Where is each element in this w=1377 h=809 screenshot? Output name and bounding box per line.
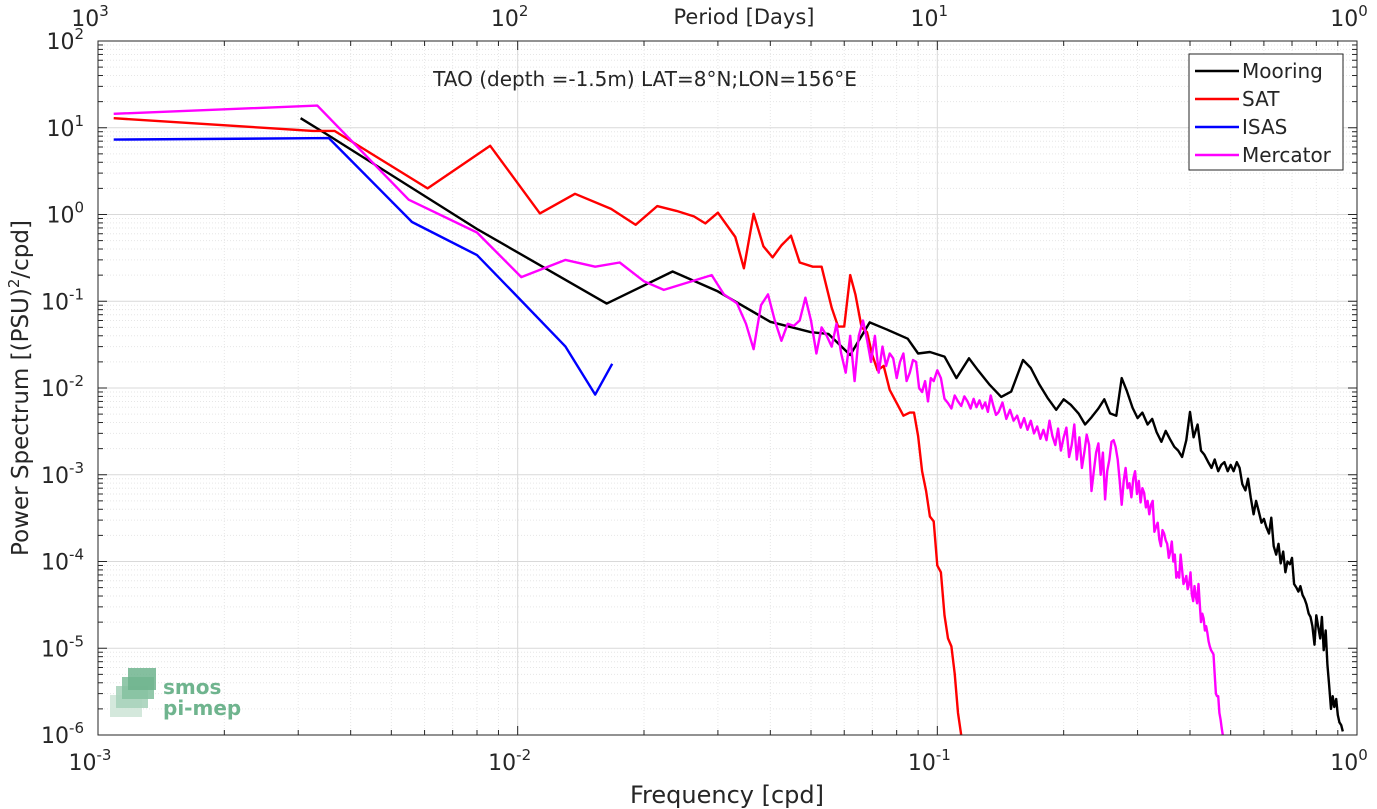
y-tick-label-exponent: 0 [74, 199, 84, 217]
y-tick-label: 102 [46, 25, 84, 55]
y-tick-label-base: 10 [41, 290, 69, 315]
y-tick-label: 10-3 [41, 459, 84, 489]
x-tick-label: 10-3 [69, 746, 112, 776]
top-tick-label: 100 [1330, 2, 1368, 32]
y-tick-label-exponent: -5 [69, 632, 84, 650]
major-grid [97, 40, 1358, 736]
top-tick-label: 101 [911, 2, 949, 32]
y-tick-label-exponent: -2 [69, 372, 84, 390]
legend-items: Mooring SAT ISAS Mercator [1195, 59, 1332, 167]
y-tick-label: 100 [46, 199, 84, 229]
top-tick-label-base: 10 [911, 7, 939, 32]
y-tick-label-exponent: 1 [74, 112, 84, 130]
chart-title: TAO (depth =-1.5m) LAT=8°N;LON=156°E [432, 67, 857, 91]
y-tick-label-base: 10 [46, 117, 74, 142]
legend-label-sat: SAT [1242, 87, 1280, 111]
series-line-isas [113, 136, 614, 396]
y-axis-label: Power Spectrum [(PSU)2/cpd] [5, 220, 34, 556]
top-tick-label-exponent: 3 [99, 2, 109, 20]
x-tick-label-exponent: 0 [1358, 746, 1368, 764]
y-tick-label: 10-1 [41, 285, 84, 315]
y-tick-label-base: 10 [41, 724, 69, 749]
y-tick-label-exponent: -3 [69, 459, 84, 477]
y-axis-label-main: Power Spectrum [(PSU) [8, 288, 34, 556]
legend-box [1188, 53, 1344, 171]
y-tick-label-exponent: -1 [69, 285, 84, 303]
top-axis-label: Period [Days] [674, 5, 815, 29]
y-tick-label-base: 10 [41, 464, 69, 489]
x-tick-label: 10-1 [908, 746, 951, 776]
top-tick-label-exponent: 1 [939, 2, 949, 20]
y-tick-label-base: 10 [41, 637, 69, 662]
x-tick-label-base: 10 [908, 751, 936, 776]
x-tick-label-exponent: -3 [97, 746, 112, 764]
legend-label-mercator: Mercator [1242, 143, 1332, 167]
series-lines [113, 104, 1344, 736]
top-tick-label-exponent: 0 [1358, 2, 1368, 20]
legend-label-mooring: Mooring [1242, 59, 1323, 83]
series-line-mercator [113, 104, 1224, 736]
y-tick-label-exponent: -6 [69, 719, 84, 737]
x-tick-label: 100 [1330, 746, 1368, 776]
y-tick-label-base: 10 [41, 551, 69, 576]
top-tick-label-base: 10 [1330, 7, 1358, 32]
y-axis-label-tail: /cpd] [8, 220, 34, 279]
top-tick-label-base: 10 [71, 7, 99, 32]
x-tick-label-base: 10 [69, 751, 97, 776]
legend-label-isas: ISAS [1242, 115, 1287, 139]
legend: Mooring SAT ISAS Mercator [1188, 53, 1344, 171]
y-tick-label-exponent: -4 [69, 546, 84, 564]
y-tick-label-base: 10 [41, 377, 69, 402]
y-tick-label-exponent: 2 [74, 25, 84, 43]
y-tick-label: 10-5 [41, 632, 84, 662]
y-tick-label: 10-6 [41, 719, 84, 749]
x-tick-label-base: 10 [488, 751, 516, 776]
x-tick-label-base: 10 [1330, 751, 1358, 776]
y-tick-label-base: 10 [46, 30, 74, 55]
tick-marks [97, 41, 1357, 736]
series-line-sat [113, 117, 963, 736]
x-tick-label-exponent: -1 [936, 746, 951, 764]
top-tick-label: 102 [491, 2, 529, 32]
top-tick-label-base: 10 [491, 7, 519, 32]
y-tick-label-base: 10 [46, 204, 74, 229]
x-axis-label: Frequency [cpd] [630, 781, 824, 809]
y-axis-label-sup: 2 [5, 279, 23, 289]
y-tick-label: 10-2 [41, 372, 84, 402]
x-tick-label: 10-2 [488, 746, 531, 776]
logo-line1: smos [163, 675, 221, 699]
series-line-mooring [299, 117, 1344, 732]
y-tick-label: 10-4 [41, 546, 84, 576]
smos-pi-mep-logo: smos pi-mep [110, 668, 241, 720]
y-tick-label: 101 [46, 112, 84, 142]
top-tick-label-exponent: 2 [519, 2, 529, 20]
logo-line2: pi-mep [163, 696, 241, 720]
top-tick-label: 103 [71, 2, 109, 32]
x-tick-label-exponent: -2 [516, 746, 531, 764]
